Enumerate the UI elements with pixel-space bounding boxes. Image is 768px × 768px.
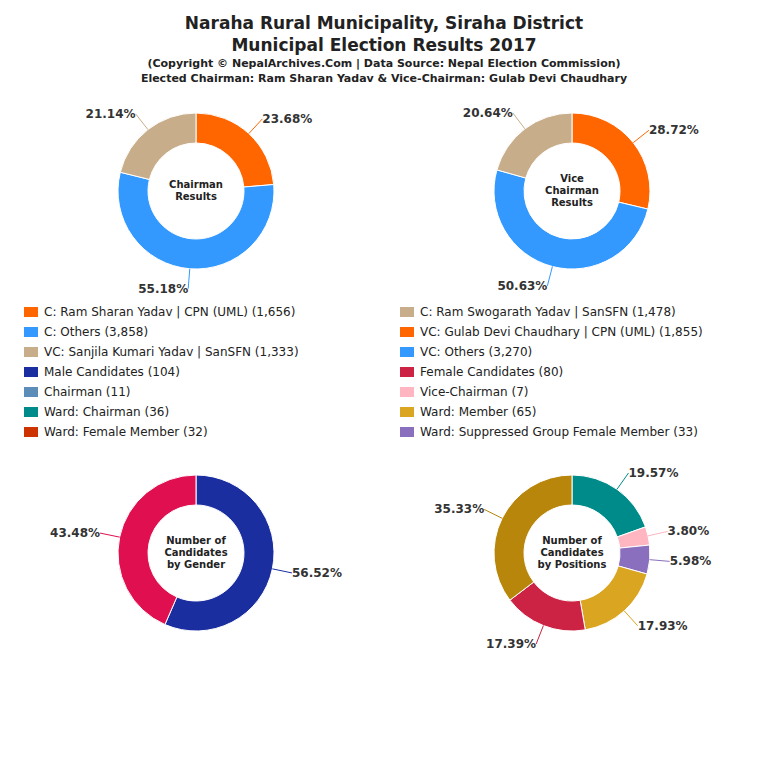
html-text:Female Candidates (80): Female Candidates (80) [420,365,564,379]
svg-text:17.93%: 17.93% [638,619,688,633]
html-text:Results: Results [175,191,217,202]
html-text:Number of: Number of [166,535,226,546]
html-text:Ward: Chairman (36): Ward: Chairman (36) [44,405,170,419]
html-text:Ward: Member (65): Ward: Member (65) [420,405,537,419]
html-text:C: Ram Swogarath Yadav | SanSF: C: Ram Swogarath Yadav | SanSFN (1,478) [420,305,676,319]
svg-text:23.68%: 23.68% [262,112,312,126]
svg-text:55.18%: 55.18% [138,282,188,296]
svg-text:35.33%: 35.33% [434,502,484,516]
svg-text:56.52%: 56.52% [292,566,342,580]
svg-text:20.64%: 20.64% [463,106,513,120]
svg-text:3.80%: 3.80% [668,524,710,538]
html-text:Elected Chairman: Ram Sharan Y: Elected Chairman: Ram Sharan Yadav & Vic… [140,72,628,85]
svg-text:43.48%: 43.48% [50,526,100,540]
html-text:Chairman (11): Chairman (11) [44,385,131,399]
html-text:Male Candidates (104): Male Candidates (104) [44,365,180,379]
html-text:Vice: Vice [560,173,584,184]
html-text:Number of: Number of [542,535,602,546]
svg-text:21.14%: 21.14% [86,107,136,121]
html-text:C: Others (3,858): C: Others (3,858) [44,325,149,339]
html-text:by Gender: by Gender [166,559,226,570]
html-text:VC: Others (3,270): VC: Others (3,270) [420,345,533,359]
html-text:VC: Gulab Devi Chaudhary | CPN: VC: Gulab Devi Chaudhary | CPN (UML) (1,… [420,325,703,339]
svg-text:19.57%: 19.57% [629,466,679,480]
html-text:Ward: Female Member (32): Ward: Female Member (32) [44,425,208,439]
svg-text:28.72%: 28.72% [649,123,699,137]
svg-text:50.63%: 50.63% [497,279,547,293]
html-text:by Positions: by Positions [537,559,607,570]
svg-text:17.39%: 17.39% [486,637,536,651]
html-text:Results: Results [551,197,593,208]
html-text:Municipal Election Results 201: Municipal Election Results 2017 [231,35,537,55]
html-text:VC: Sanjila Kumari Yadav | San: VC: Sanjila Kumari Yadav | SanSFN (1,333… [44,345,299,359]
html-text:Naraha Rural Municipality, Sir: Naraha Rural Municipality, Siraha Distri… [184,13,584,33]
html-text:Candidates: Candidates [540,547,604,558]
html-text:C: Ram Sharan Yadav | CPN (UML: C: Ram Sharan Yadav | CPN (UML) (1,656) [44,305,296,319]
html-text:Vice-Chairman (7): Vice-Chairman (7) [420,385,529,399]
html-text:Candidates: Candidates [164,547,228,558]
svg-text:5.98%: 5.98% [670,554,712,568]
html-text:Ward: Suppressed Group Female: Ward: Suppressed Group Female Member (33… [420,425,698,439]
html-text:Chairman: Chairman [169,179,223,190]
html-text:Chairman: Chairman [545,185,599,196]
html-text:(Copyright © NepalArchives.Com: (Copyright © NepalArchives.Com | Data So… [147,57,621,70]
